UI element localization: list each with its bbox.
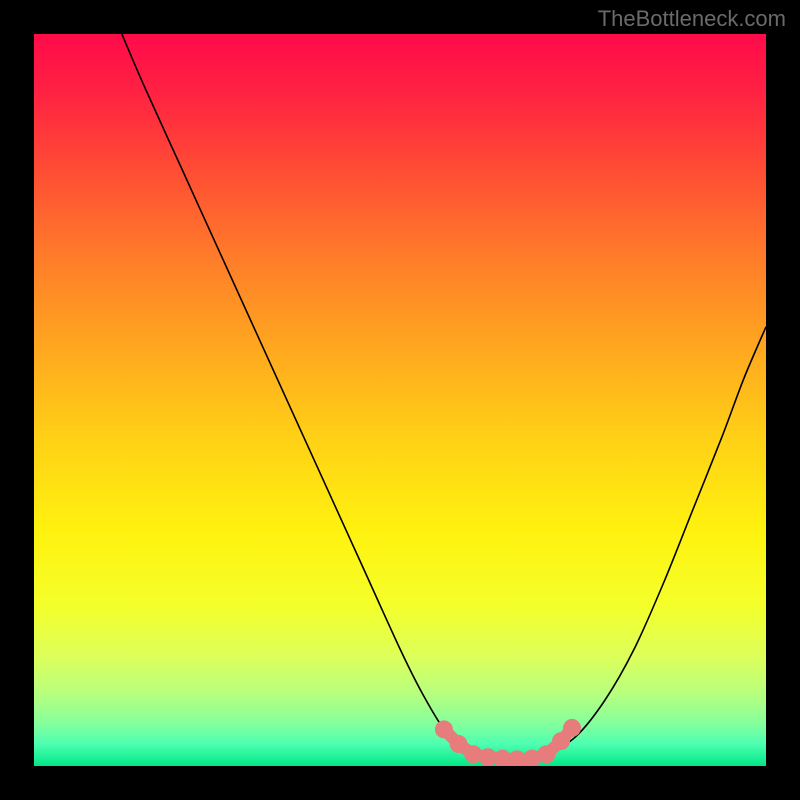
watermark-text: TheBottleneck.com [598,6,786,32]
chart-svg [34,34,766,766]
marker-dot [450,735,468,753]
marker-dot [563,719,581,737]
bottleneck-chart [34,34,766,766]
marker-dot [537,745,555,763]
marker-dot [435,720,453,738]
chart-background [34,34,766,766]
